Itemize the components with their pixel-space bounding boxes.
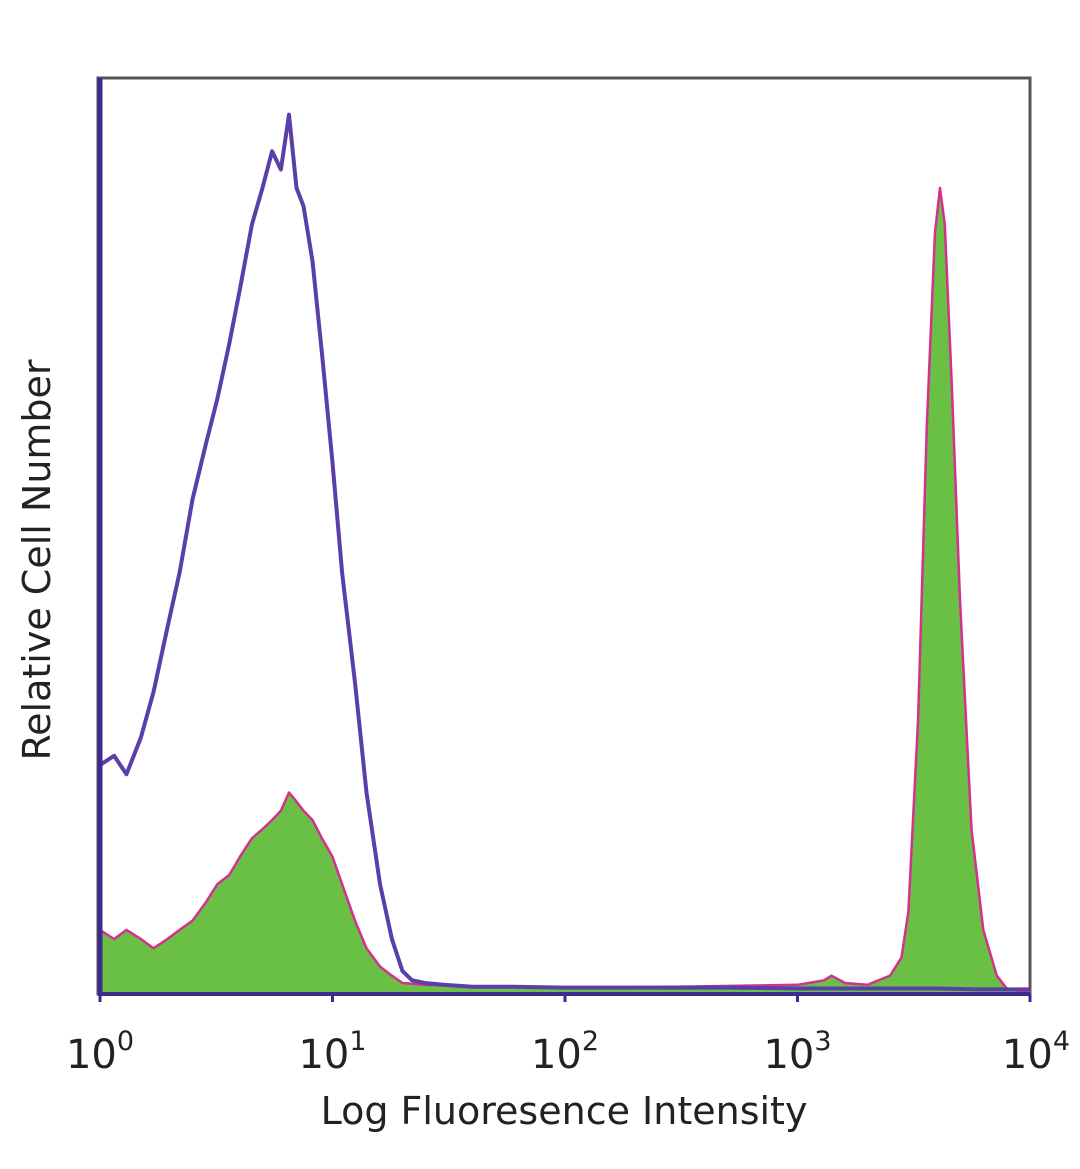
x-tick-layer: 100 101 102 103 104 [66,994,1070,1078]
filled-histogram-edge [99,186,1031,994]
y-axis-label: Relative Cell Number [15,359,59,760]
x-axis-label: Log Fluoresence Intensity [321,1089,808,1133]
filled-histogram-area [100,187,1030,994]
series-layer [98,112,1031,994]
x-tick-label: 102 [531,1026,599,1078]
plot-frame [96,76,1032,996]
x-tick-label: 103 [763,1026,831,1078]
outline-histogram-line [98,112,1030,992]
x-tick-label: 101 [298,1026,366,1078]
x-tick-label: 100 [66,1026,134,1078]
x-tick-label: 104 [1002,1026,1070,1078]
